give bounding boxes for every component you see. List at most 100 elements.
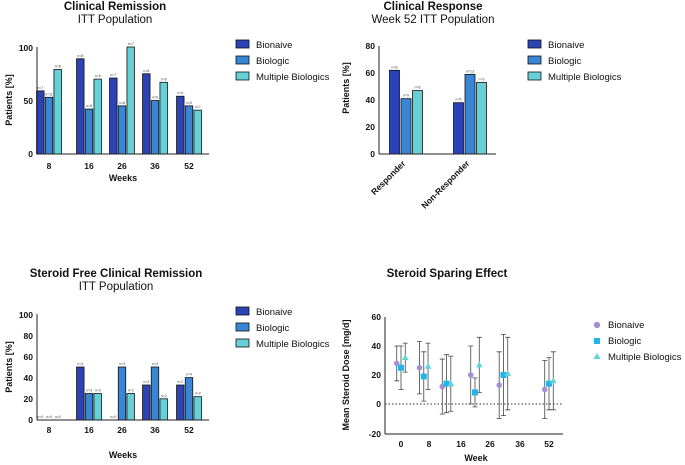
- chart-subtitle: Week 52 ITT Population: [372, 14, 495, 26]
- point-biologic: [398, 364, 404, 371]
- bar-n-label: n=0: [37, 415, 43, 419]
- y-tick-label: 80: [24, 331, 34, 341]
- point-biologic: [420, 373, 427, 380]
- bar-n-label: n=0: [55, 415, 61, 419]
- y-tick-label: 0: [376, 399, 381, 409]
- legend-label-biologic: Biologic: [548, 56, 582, 67]
- legend-label-biologic: Biologic: [608, 336, 642, 347]
- legend-label-bionaive: Bionaive: [608, 320, 644, 331]
- bars: n=7 n=8 n=7 n=8 n=6 n=11 n=8 n=8 n=6 n=5 n=8 n=6 n=7…: [36, 42, 202, 155]
- x-tick-label: 8: [47, 161, 52, 171]
- x-tick-labels: 0 8 16 26 36 52: [399, 439, 554, 449]
- x-tick-label: 16: [84, 425, 94, 435]
- x-tick-label: 26: [485, 439, 495, 449]
- bar-n-label: n=2: [161, 394, 167, 398]
- point-multiple-biologics: [504, 370, 512, 377]
- y-tick-label: 40: [366, 95, 376, 105]
- legend-swatch-bionaive: [235, 39, 250, 49]
- y-tick-label: 0: [28, 149, 33, 159]
- point-multiple-biologics: [424, 362, 432, 369]
- legend-marker-biologic: [594, 338, 600, 344]
- bar-n-label: n=5: [186, 101, 192, 105]
- bar-multiple-biologics-52: [193, 396, 202, 421]
- y-tick-label: 100: [19, 43, 33, 53]
- chart-title: Clinical Remission: [64, 1, 166, 13]
- legend-label-multiple-biologics: Multiple Biologics: [256, 72, 330, 83]
- x-axis-label: Week: [464, 453, 488, 463]
- bar-n-label: n=3: [77, 362, 83, 366]
- legend: Bionaive Biologic Multiple Biologics: [235, 39, 330, 83]
- y-tick-label: 20: [372, 370, 382, 380]
- bar-multiple-biologics-responder: [412, 90, 423, 155]
- point-biologic: [472, 389, 478, 396]
- bar-n-label: n=8: [55, 64, 61, 68]
- legend-swatch-biologic: [235, 322, 250, 332]
- bar-bionaive-52: [176, 384, 185, 421]
- point-bionaive: [541, 386, 548, 393]
- bar-n-label: n=9: [479, 77, 485, 81]
- bar-n-label: n=8: [86, 104, 92, 108]
- point-multiple-biologics: [401, 354, 409, 361]
- bar-biologic-26: [117, 366, 127, 421]
- bar-n-label: n=3: [143, 380, 149, 384]
- bar-biologic-16: [84, 108, 94, 155]
- legend: Bionaive Biologic Multiple Biologics: [593, 320, 682, 363]
- legend-swatch-bionaive: [235, 306, 250, 316]
- points: [393, 354, 557, 396]
- bar-n-label: n=6: [161, 77, 167, 81]
- bar-bionaive-26: [109, 77, 118, 155]
- y-tick-label: 60: [372, 312, 382, 322]
- bar-multiple-biologics-8: [53, 69, 62, 155]
- legend: Bionaive Biologic Multiple Biologics: [235, 306, 330, 350]
- bar-multiple-biologics-26: [126, 393, 135, 421]
- bar-bionaive-non-responder: [453, 102, 464, 155]
- bar-biologic-52: [184, 377, 194, 421]
- y-axis-label: Patients [%]: [4, 74, 14, 126]
- bar-biologic-16: [84, 393, 94, 421]
- bar-bionaive-8: [36, 90, 45, 155]
- x-tick-label: 26: [117, 161, 127, 171]
- bar-n-label: n=0: [46, 415, 52, 419]
- point-biologic: [500, 372, 507, 378]
- point-multiple-biologics: [447, 380, 455, 387]
- y-tick-label: -20: [369, 429, 382, 439]
- bar-n-label: n=3: [95, 389, 101, 393]
- panel-steroid-sparing: Steroid Sparing Effect Mean Steroid Dose…: [341, 268, 682, 463]
- bar-multiple-biologics-52: [193, 109, 202, 155]
- legend-label-multiple-biologics: Multiple Biologics: [548, 72, 622, 83]
- point-multiple-biologics: [549, 377, 557, 384]
- bar-n-label: n=8: [77, 54, 83, 58]
- x-tick-label: 0: [399, 439, 404, 449]
- y-tick-label: 0: [28, 415, 33, 425]
- x-tick-label: 8: [47, 425, 52, 435]
- bars: n=0n=3n=0n=3 n=2n=0n=3n=3 n=3n=4n=0n=3 n=3n…: [37, 362, 202, 421]
- x-tick-label: 16: [456, 439, 466, 449]
- y-axis-label: Patients [%]: [341, 62, 351, 114]
- y-tick-label: 80: [366, 41, 376, 51]
- y-axis-label: Patients [%]: [4, 341, 14, 393]
- bar-n-label: n=7: [37, 86, 43, 90]
- x-tick-label: 36: [515, 439, 525, 449]
- legend-label-biologic: Biologic: [256, 56, 290, 67]
- legend-label-multiple-biologics: Multiple Biologics: [256, 339, 330, 350]
- y-tick-label: 20: [24, 394, 34, 404]
- bar-n-label: n=3: [128, 389, 134, 393]
- bar-n-label: n=9: [403, 94, 409, 98]
- panel-clinical-remission: Clinical Remission ITT Population Patien…: [4, 1, 330, 183]
- bar-n-label: n=3: [152, 362, 158, 366]
- bar-n-label: n=0: [110, 415, 116, 419]
- point-bionaive: [416, 364, 423, 371]
- y-axis-label: Mean Steroid Dose [mg/d]: [341, 319, 351, 430]
- legend-label-biologic: Biologic: [256, 323, 290, 334]
- y-tick-label: 60: [366, 68, 376, 78]
- x-tick-label: Non-Responder: [419, 158, 472, 211]
- bar-n-label: n=2: [177, 380, 183, 384]
- bar-n-label: n=3: [86, 389, 92, 393]
- bar-multiple-biologics-36: [159, 81, 168, 155]
- bar-bionaive-36: [142, 384, 151, 421]
- x-tick-labels: 8 16 26 36 52: [47, 425, 194, 435]
- bar-n-label: n=5: [456, 98, 462, 102]
- bar-n-label: n=7: [128, 42, 134, 46]
- bar-n-label: n=7: [195, 105, 201, 109]
